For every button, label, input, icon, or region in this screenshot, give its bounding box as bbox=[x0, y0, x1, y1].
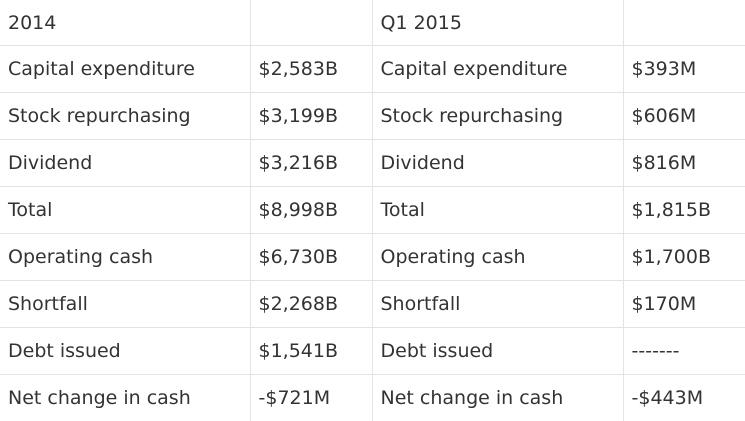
label-cell: Net change in cash bbox=[0, 374, 251, 421]
header-row: 2014 Q1 2015 bbox=[0, 0, 745, 47]
empty-cell bbox=[249, 0, 373, 47]
table-row: Debt issued $1,541B Debt issued ------- bbox=[0, 327, 745, 376]
value-cell: -$443M bbox=[622, 374, 745, 421]
label-cell: Stock repurchasing bbox=[0, 92, 251, 141]
label-cell: Shortfall bbox=[371, 280, 624, 329]
label-cell: Capital expenditure bbox=[0, 45, 251, 94]
value-cell: $606M bbox=[622, 92, 745, 141]
value-cell: $3,199B bbox=[249, 92, 373, 141]
label-cell: Operating cash bbox=[371, 233, 624, 282]
value-cell: $393M bbox=[622, 45, 745, 94]
value-cell: $1,815B bbox=[622, 186, 745, 235]
table-row: Capital expenditure $2,583B Capital expend… bbox=[0, 45, 745, 94]
value-cell: $1,541B bbox=[249, 327, 373, 376]
label-cell: Dividend bbox=[0, 139, 251, 188]
label-cell: Net change in cash bbox=[371, 374, 624, 421]
table-row: Net change in cash -$721M Net change in ca… bbox=[0, 374, 745, 421]
value-cell: $2,268B bbox=[249, 280, 373, 329]
table-row: Stock repurchasing $3,199B Stock repurchas… bbox=[0, 92, 745, 141]
label-cell: Total bbox=[371, 186, 624, 235]
value-cell: $2,583B bbox=[249, 45, 373, 94]
label-cell: Dividend bbox=[371, 139, 624, 188]
value-cell: $816M bbox=[622, 139, 745, 188]
label-cell: Stock repurchasing bbox=[371, 92, 624, 141]
empty-cell bbox=[622, 0, 745, 47]
value-cell: $3,216B bbox=[249, 139, 373, 188]
value-cell: $1,700B bbox=[622, 233, 745, 282]
label-cell: Operating cash bbox=[0, 233, 251, 282]
header-cell: 2014 bbox=[0, 0, 251, 47]
value-cell: $170M bbox=[622, 280, 745, 329]
value-cell: -$721M bbox=[249, 374, 373, 421]
table-row: Dividend $3,216B Dividend $816M bbox=[0, 139, 745, 188]
value-cell: ------- bbox=[622, 327, 745, 376]
value-cell: $8,998B bbox=[249, 186, 373, 235]
label-cell: Debt issued bbox=[371, 327, 624, 376]
label-cell: Shortfall bbox=[0, 280, 251, 329]
table-row: Shortfall $2,268B Shortfall $170M bbox=[0, 280, 745, 329]
label-cell: Debt issued bbox=[0, 327, 251, 376]
header-cell: Q1 2015 bbox=[371, 0, 624, 47]
table-row: Operating cash $6,730B Operating cash $1,70… bbox=[0, 233, 745, 282]
label-cell: Capital expenditure bbox=[371, 45, 624, 94]
label-cell: Total bbox=[0, 186, 251, 235]
table-row: Total $8,998B Total $1,815B bbox=[0, 186, 745, 235]
value-cell: $6,730B bbox=[249, 233, 373, 282]
